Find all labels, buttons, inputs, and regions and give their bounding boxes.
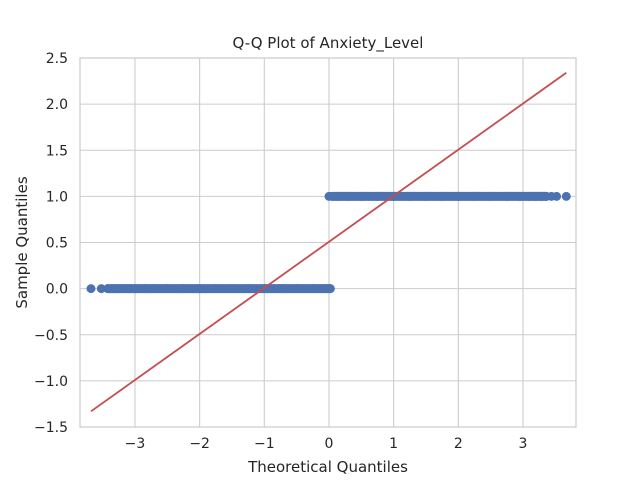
sample-point — [117, 284, 127, 294]
x-tick-label: −3 — [125, 436, 146, 452]
sample-point — [96, 284, 106, 294]
x-tick-label: 3 — [519, 436, 528, 452]
sample-point — [275, 284, 285, 294]
x-axis-label: Theoretical Quantiles — [247, 458, 408, 476]
y-tick-label: 1.0 — [46, 189, 68, 205]
sample-point — [195, 284, 205, 294]
y-tick-label: −1.0 — [34, 374, 68, 390]
y-tick-label: 2.0 — [46, 97, 68, 113]
y-tick-labels: −1.5 −1.0 −0.5 0.0 0.5 1.0 1.5 2.0 2.5 — [34, 51, 68, 436]
sample-point — [486, 191, 496, 201]
sample-point — [561, 191, 571, 201]
sample-point — [243, 284, 253, 294]
y-tick-label: 2.5 — [46, 51, 68, 67]
x-tick-label: −1 — [254, 436, 275, 452]
sample-point — [140, 284, 150, 294]
sample-point — [292, 284, 302, 294]
sample-point — [325, 284, 335, 294]
sample-point — [130, 284, 140, 294]
y-tick-label: −1.5 — [34, 420, 68, 436]
sample-point — [469, 191, 479, 201]
sample-point — [227, 284, 237, 294]
sample-point — [437, 191, 447, 201]
sample-point — [552, 191, 562, 201]
reference-line — [90, 72, 567, 413]
y-axis-label: Sample Quantiles — [13, 176, 31, 308]
sample-point — [405, 191, 415, 201]
sample-point — [86, 284, 96, 294]
sample-point — [308, 284, 318, 294]
sample-point — [178, 284, 188, 294]
y-tick-label: 1.5 — [46, 143, 68, 159]
x-tick-label: 1 — [389, 436, 398, 452]
x-tick-label: 2 — [454, 436, 463, 452]
sample-point — [524, 191, 534, 201]
y-tick-label: 0.5 — [46, 236, 68, 252]
sample-point — [327, 191, 337, 201]
sample-point — [372, 191, 382, 201]
sample-point — [149, 284, 159, 294]
sample-point — [318, 284, 328, 294]
sample-point — [356, 191, 366, 201]
sample-point — [421, 191, 431, 201]
sample-point — [211, 284, 221, 294]
sample-point — [502, 191, 512, 201]
y-tick-label: −0.5 — [34, 328, 68, 344]
sample-point — [515, 191, 525, 201]
sample-point — [343, 191, 353, 201]
plot-area — [79, 57, 577, 428]
sample-point — [453, 191, 463, 201]
sample-points — [86, 191, 571, 294]
sample-point — [162, 284, 172, 294]
sample-point — [334, 191, 344, 201]
reference-line-group — [90, 72, 567, 413]
sample-point — [124, 284, 134, 294]
chart-title: Q-Q Plot of Anxiety_Level — [233, 34, 424, 53]
x-tick-labels: −3 −2 −1 0 1 2 3 — [125, 436, 528, 452]
y-tick-label: 0.0 — [46, 282, 68, 298]
x-tick-label: −2 — [189, 436, 210, 452]
x-tick-label: 0 — [325, 436, 334, 452]
axes-frame — [79, 57, 577, 428]
